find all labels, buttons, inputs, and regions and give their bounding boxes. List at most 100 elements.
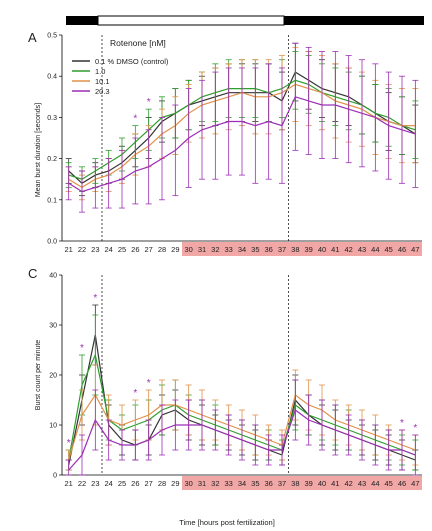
- x-tick-label: 21: [64, 245, 72, 254]
- x-tick-label: 46: [398, 245, 406, 254]
- significance-marker: *: [80, 343, 84, 354]
- x-tick-label: 25: [118, 479, 126, 488]
- y-tick-label: 10: [49, 423, 57, 430]
- significance-marker: *: [67, 438, 71, 449]
- y-tick-label: 0.4: [47, 74, 57, 81]
- y-axis-title: Mean burst duration [seconds]: [35, 103, 42, 197]
- light-period: [97, 15, 285, 26]
- y-tick-label: 0.1: [47, 197, 57, 204]
- x-tick-label: 30: [184, 479, 192, 488]
- legend: Rotenone [nM] 0.1 % DMSO (control) 1.0 1…: [72, 38, 169, 96]
- x-tick-label: 43: [358, 245, 366, 254]
- x-tick-label: 46: [398, 479, 406, 488]
- panel-a-chart: 0.0 0.1 0.2 0.3 0.4 0.5 Mean burst duration [s…: [35, 33, 422, 256]
- y-tick-label: 0.2: [47, 156, 57, 163]
- x-tick-label: 30: [184, 245, 192, 254]
- x-tick-label: 24: [104, 245, 112, 254]
- x-tick-label: 44: [371, 245, 379, 254]
- legend-entry-1: 1.0: [72, 67, 105, 76]
- x-tick-label: 36: [264, 479, 272, 488]
- x-tick-label: 33: [224, 479, 232, 488]
- x-tick-label: 34: [238, 245, 246, 254]
- y-tick-label: 0: [53, 473, 57, 480]
- x-tick-label: 42: [344, 479, 352, 488]
- x-tick-label: 24: [104, 479, 112, 488]
- legend-entry-control: 0.1 % DMSO (control): [72, 57, 169, 66]
- significance-marker: *: [133, 114, 137, 125]
- x-tick-label: 37: [278, 245, 286, 254]
- x-axis-title: Time [hours post fertilization]: [179, 518, 275, 527]
- x-tick-label: 21: [64, 479, 72, 488]
- light-dark-bar: [66, 15, 424, 26]
- dark-period-start: [66, 16, 98, 25]
- x-tick-label: 39: [304, 479, 312, 488]
- x-tick-label: 22: [78, 245, 86, 254]
- legend-label-20: 20.3: [95, 87, 110, 96]
- x-tick-label: 32: [211, 479, 219, 488]
- x-tick-label: 28: [158, 479, 166, 488]
- highlight-band: [182, 242, 422, 256]
- series-line: [68, 96, 416, 193]
- x-tick-label: 45: [384, 245, 392, 254]
- x-tick-label: 29: [171, 245, 179, 254]
- x-tick-label: 28: [158, 245, 166, 254]
- legend-label-1: 1.0: [95, 67, 105, 76]
- y-tick-label: 0.3: [47, 115, 57, 122]
- legend-label-control: 0.1 % DMSO (control): [95, 57, 169, 66]
- legend-label-10: 10.1: [95, 77, 110, 86]
- x-tick-label: 39: [304, 245, 312, 254]
- x-tick-label: 41: [331, 479, 339, 488]
- x-tick-label: 33: [224, 245, 232, 254]
- x-tick-label: 31: [198, 479, 206, 488]
- significance-marker: *: [147, 378, 151, 389]
- x-tick-label: 26: [131, 245, 139, 254]
- x-tick-label: 38: [291, 245, 299, 254]
- panel-a-letter: A: [28, 30, 37, 45]
- dark-period-end: [284, 16, 424, 25]
- x-tick-label: 23: [91, 245, 99, 254]
- x-tick-label: 34: [238, 479, 246, 488]
- x-tick-label: 36: [264, 245, 272, 254]
- x-tick-label: 38: [291, 479, 299, 488]
- x-tick-label: 47: [411, 245, 419, 254]
- x-tick-label: 44: [371, 479, 379, 488]
- x-tick-label: 45: [384, 479, 392, 488]
- significance-marker: *: [413, 423, 417, 434]
- x-tick-label: 42: [344, 245, 352, 254]
- x-tick-label: 31: [198, 245, 206, 254]
- panel-c-letter: C: [28, 266, 37, 281]
- x-tick-label: 40: [318, 479, 326, 488]
- x-tick-label: 29: [171, 479, 179, 488]
- x-tick-label: 37: [278, 479, 286, 488]
- highlight-band: [182, 476, 422, 490]
- y-tick-label: 0.5: [47, 33, 57, 40]
- y-axis-title: Burst count per minute: [35, 340, 42, 411]
- x-tick-label: 27: [144, 245, 152, 254]
- significance-marker: *: [93, 293, 97, 304]
- series-r20: [65, 42, 419, 213]
- y-tick-label: 30: [49, 323, 57, 330]
- significance-marker: *: [133, 388, 137, 399]
- x-tick-label: 35: [251, 245, 259, 254]
- y-tick-label: 40: [49, 273, 57, 280]
- x-tick-label: 35: [251, 479, 259, 488]
- legend-entry-10: 10.1: [72, 77, 110, 86]
- x-tick-label: 23: [91, 479, 99, 488]
- significance-marker: *: [400, 418, 404, 429]
- y-tick-label: 0.0: [47, 239, 57, 246]
- y-tick-label: 20: [49, 373, 57, 380]
- x-tick-label: 40: [318, 245, 326, 254]
- series-r20: [65, 379, 419, 476]
- x-tick-label: 25: [118, 245, 126, 254]
- panel-c-chart: 0 10 20 30 40 Burst count per minute 21 22 23 24 2…: [35, 273, 422, 490]
- x-tick-label: 26: [131, 479, 139, 488]
- x-tick-label: 47: [411, 479, 419, 488]
- legend-title: Rotenone [nM]: [110, 38, 166, 48]
- x-tick-label: 27: [144, 479, 152, 488]
- x-tick-label: 32: [211, 245, 219, 254]
- significance-marker: *: [147, 97, 151, 108]
- x-tick-label: 22: [78, 479, 86, 488]
- series-line: [68, 409, 416, 471]
- legend-entry-20: 20.3: [72, 87, 110, 96]
